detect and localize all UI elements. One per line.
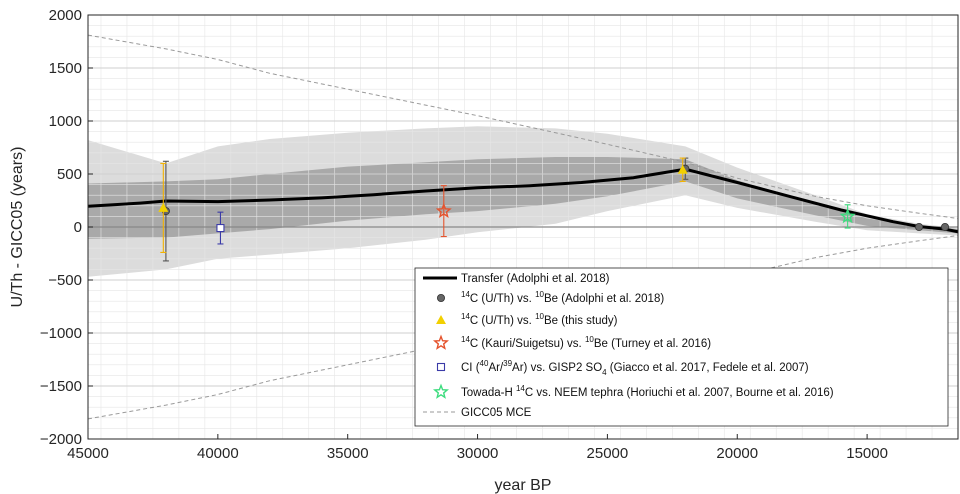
legend-text-part: Transfer (Adolphi et al. 2018): [461, 273, 610, 285]
legend-text-part: Be (Adolphi et al. 2018): [544, 293, 664, 305]
legend-text-part: 4: [602, 368, 607, 377]
legend-label-adolphi: 14C (U/Th) vs. 10Be (Adolphi et al. 2018…: [461, 290, 664, 305]
series-line-mce-upper: [88, 34, 958, 219]
x-tick-label: 25000: [587, 445, 629, 462]
legend-text-part: CI (: [461, 362, 480, 374]
y-axis-title: U/Th - GICC05 (years): [9, 147, 26, 308]
transfer-series: [88, 167, 958, 234]
y-tick-label: 500: [57, 166, 82, 183]
x-tick-label: 40000: [197, 445, 239, 462]
y-tick-label: 1500: [49, 60, 82, 77]
y-tick-label: −2000: [40, 431, 82, 448]
legend-label-transfer: Transfer (Adolphi et al. 2018): [461, 273, 610, 285]
legend-label-turney: 14C (Kauri/Suigetsu) vs. 10Be (Turney et…: [461, 335, 711, 350]
legend-label-ci: CI (40Ar/39Ar) vs. GISP2 SO4 (Giacco et …: [461, 359, 809, 377]
legend-text-part: C vs. NEEM tephra (Horiuchi et al. 2007,…: [525, 387, 834, 399]
legend-text-part: Ar/: [488, 362, 504, 374]
x-tick-label: 20000: [716, 445, 758, 462]
legend-label-this: 14C (U/Th) vs. 10Be (this study): [461, 312, 618, 327]
legend-text-part: 10: [585, 335, 594, 344]
legend-text-part: 10: [535, 312, 544, 321]
legend-label-mce: GICC05 MCE: [461, 407, 532, 419]
data-point: [941, 222, 950, 231]
y-tick-label: −500: [48, 272, 82, 289]
legend-box: [414, 267, 949, 427]
series-line-transfer: [88, 167, 958, 234]
data-point: [915, 222, 924, 231]
marker-series: [158, 157, 950, 262]
y-tick-label: −1000: [40, 325, 82, 342]
band-inner-uncertainty: [88, 157, 958, 239]
y-tick-label: 1000: [49, 113, 82, 130]
legend-text-part: Be (this study): [544, 315, 618, 327]
data-point: [677, 164, 688, 174]
legend-swatch-towada: [432, 383, 450, 399]
legend-text-part: C (U/Th) vs.: [470, 315, 535, 327]
y-tick-label: 0: [74, 219, 82, 236]
legend: Transfer (Adolphi et al. 2018)14C (U/Th)…: [414, 267, 949, 427]
x-tick-label: 45000: [67, 445, 109, 462]
data-point: [216, 224, 225, 233]
legend-swatch-this: [436, 315, 446, 324]
legend-swatch-ci: [436, 362, 446, 372]
legend-swatch-turney: [432, 334, 450, 350]
x-tick-label: 15000: [846, 445, 888, 462]
data-point: [158, 202, 169, 212]
legend-text-part: 40: [480, 359, 489, 368]
legend-text-part: C (Kauri/Suigetsu) vs.: [470, 338, 585, 350]
x-tick-label: 30000: [457, 445, 499, 462]
y-tick-label: −1500: [40, 378, 82, 395]
x-tick-label: 35000: [327, 445, 369, 462]
x-axis-title: year BP: [495, 477, 552, 494]
tick-labels: 45000 40000 35000 30000 25000 20000 1500020001…: [40, 7, 888, 462]
legend-text-part: (Giacco et al. 2017, Fedele et al. 2007): [607, 362, 809, 374]
legend-label-towada: Towada-H 14C vs. NEEM tephra (Horiuchi e…: [461, 384, 834, 399]
legend-text-part: 14: [461, 290, 470, 299]
data-point: [435, 202, 452, 218]
data-point: [839, 207, 856, 224]
legend-text-part: 39: [503, 359, 512, 368]
legend-text-part: Ar) vs. GISP2 SO: [512, 362, 602, 374]
y-tick-label: 2000: [49, 7, 82, 24]
legend-text-part: 14: [516, 384, 525, 393]
uncertainty-bands: [88, 126, 958, 277]
legend-text-part: Towada-H: [461, 387, 516, 399]
legend-text-part: C (U/Th) vs.: [470, 293, 535, 305]
legend-swatch-adolphi: [436, 293, 445, 302]
legend-text-part: 10: [535, 290, 544, 299]
legend-text-part: 14: [461, 312, 470, 321]
legend-text-part: 14: [461, 335, 470, 344]
legend-text-part: Be (Turney et al. 2016): [594, 338, 711, 350]
legend-text-part: GICC05 MCE: [461, 407, 532, 419]
